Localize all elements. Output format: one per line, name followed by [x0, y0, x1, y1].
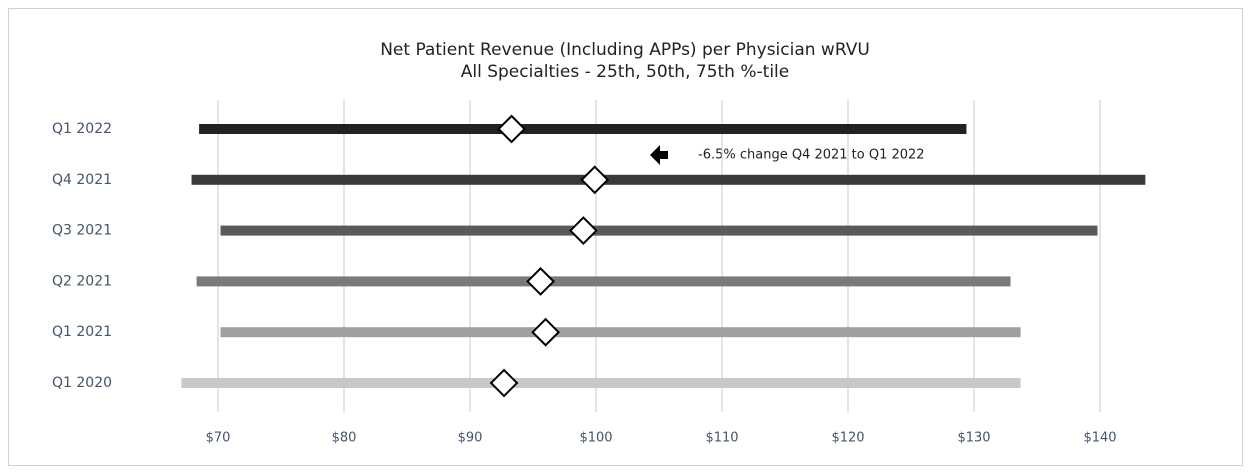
range-bar — [191, 174, 1146, 185]
y-tick-label: Q4 2021 — [52, 172, 112, 188]
x-tick-label: $130 — [957, 431, 990, 446]
median-marker — [531, 317, 561, 347]
x-tick-label: $140 — [1083, 431, 1116, 446]
median-marker — [497, 114, 526, 144]
median-marker — [568, 216, 598, 246]
range-bar — [199, 124, 967, 134]
range-bar — [220, 327, 1021, 338]
frame — [8, 8, 1243, 466]
x-tick-label: $100 — [579, 431, 612, 446]
x-tick-label: $110 — [705, 431, 738, 446]
chart-subtitle: All Specialties - 25th, 50th, 75th %-til… — [461, 62, 789, 82]
x-tick-label: $80 — [332, 431, 357, 446]
range-bar — [220, 225, 1098, 236]
range-bar — [196, 276, 1011, 287]
x-tick-label: $70 — [206, 431, 231, 446]
median-marker — [526, 266, 555, 296]
y-tick-label: Q1 2021 — [52, 324, 112, 340]
y-tick-label: Q3 2021 — [52, 223, 112, 239]
y-tick-label: Q1 2020 — [52, 375, 112, 391]
y-tick-label: Q2 2021 — [52, 273, 112, 289]
x-tick-label: $120 — [831, 431, 864, 446]
annotation: -6.5% change Q4 2021 to Q1 2022 — [698, 148, 925, 163]
y-tick-label: Q1 2022 — [52, 121, 112, 137]
median-marker — [580, 165, 610, 195]
x-tick-label: $90 — [458, 431, 483, 446]
annotation-arrow — [650, 145, 668, 165]
chart-title: Net Patient Revenue (Including APPs) per… — [380, 40, 870, 60]
median-marker — [489, 368, 519, 398]
range-bar — [181, 378, 1021, 388]
